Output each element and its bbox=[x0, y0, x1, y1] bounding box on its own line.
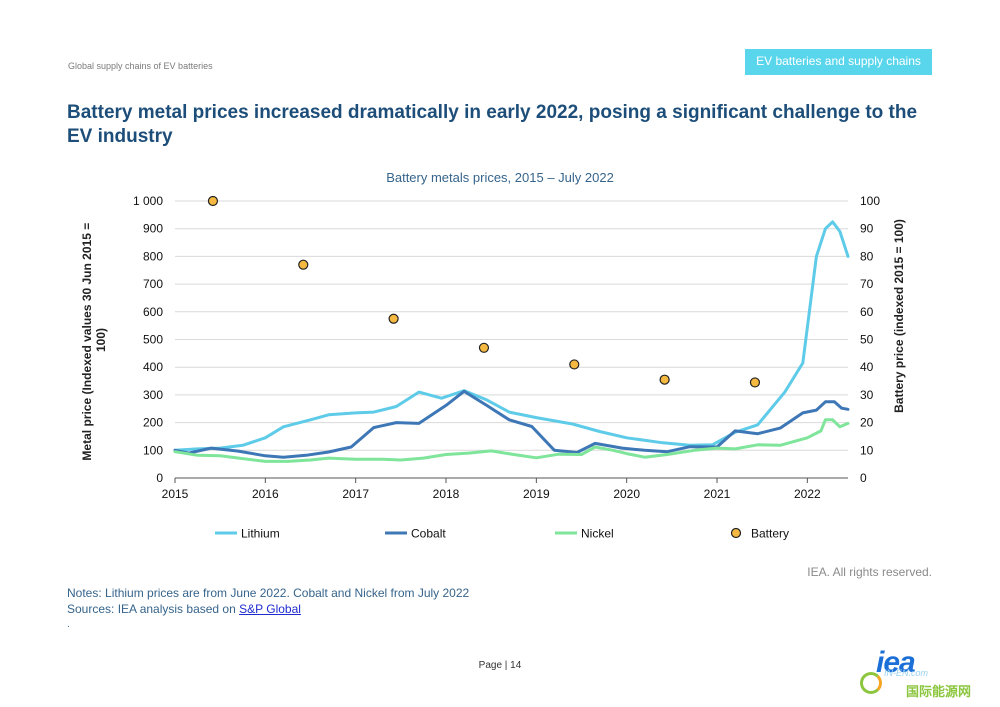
series-line-nickel bbox=[173, 418, 850, 463]
chart-title: Battery metals prices, 2015 – July 2022 bbox=[386, 170, 614, 185]
legend-label: Nickel bbox=[581, 527, 614, 541]
y-tick-label-left: 100 bbox=[143, 443, 163, 457]
battery-point bbox=[749, 377, 761, 388]
notes-block: Notes: Lithium prices are from June 2022… bbox=[67, 585, 469, 617]
legend-label: Battery bbox=[751, 527, 789, 541]
watermark-leaf-icon bbox=[860, 672, 882, 694]
y-tick-label-left: 800 bbox=[143, 249, 163, 263]
y-tick-label-right: 70 bbox=[860, 277, 874, 291]
y-axis-left-label-line1: Metal price (Indexed values 30 Jun 2015 … bbox=[80, 223, 94, 461]
y-axis-left-label: Metal price (Indexed values 30 Jun 2015 … bbox=[80, 219, 108, 460]
y-tick-label-left: 500 bbox=[143, 333, 163, 347]
x-tick-label: 2021 bbox=[704, 487, 731, 501]
notes-line: Notes: Lithium prices are from June 2022… bbox=[67, 586, 470, 600]
battery-point bbox=[659, 374, 670, 385]
x-tick-label: 2022 bbox=[794, 487, 821, 501]
legend-swatch-battery bbox=[730, 527, 742, 539]
legend-label: Lithium bbox=[241, 527, 280, 541]
sources-line: Sources: IEA analysis based on S&P Globa… bbox=[67, 601, 469, 617]
sources-prefix: Sources: IEA analysis based on bbox=[67, 602, 240, 616]
y-axis-right-label: Battery price (indexed 2015 = 100) bbox=[892, 219, 906, 413]
y-tick-label-right: 50 bbox=[860, 333, 874, 347]
y-tick-label-left: 700 bbox=[143, 277, 163, 291]
chart-legend: Lithium Cobalt Nickel Battery bbox=[215, 527, 789, 541]
legend-label: Cobalt bbox=[411, 527, 446, 541]
y-tick-label-left: 900 bbox=[143, 222, 163, 236]
battery-point bbox=[298, 259, 309, 270]
series-line-lithium bbox=[173, 220, 850, 452]
y-tick-label-right: 80 bbox=[860, 249, 874, 263]
y-tick-label-right: 100 bbox=[860, 194, 880, 208]
y-tick-label-right: 0 bbox=[860, 471, 867, 485]
chart-ticks: 0 100 200 300 400 500 600 700 800 900 1 000 0 10 20 30… bbox=[133, 194, 880, 501]
x-tick-label: 2016 bbox=[252, 487, 279, 501]
y-tick-label-right: 10 bbox=[860, 443, 874, 457]
y-tick-label-left: 1 000 bbox=[133, 194, 163, 208]
y-tick-label-right: 30 bbox=[860, 388, 874, 402]
watermark-text: 国际能源网 bbox=[906, 684, 972, 699]
y-tick-label-left: 200 bbox=[143, 416, 163, 430]
y-tick-label-left: 600 bbox=[143, 305, 163, 319]
battery-point bbox=[478, 342, 490, 353]
series-line-cobalt bbox=[173, 389, 850, 459]
y-tick-label-left: 400 bbox=[143, 360, 163, 374]
sp-global-link[interactable]: S&P Global bbox=[239, 602, 301, 616]
battery-point bbox=[388, 313, 399, 324]
y-tick-label-left: 300 bbox=[143, 388, 163, 402]
battery-point bbox=[569, 359, 580, 370]
x-tick-label: 2017 bbox=[342, 487, 369, 501]
page-number: Page | 14 bbox=[478, 660, 522, 671]
y-tick-label-right: 90 bbox=[860, 222, 874, 236]
x-tick-label: 2019 bbox=[523, 487, 550, 501]
report-title: Global supply chains of EV batteries bbox=[68, 61, 213, 71]
section-badge[interactable]: EV batteries and supply chains bbox=[745, 49, 932, 75]
chart: Battery metals prices, 2015 – July 2022 … bbox=[80, 170, 906, 541]
x-tick-label: 2018 bbox=[433, 487, 460, 501]
trailing-dot: . bbox=[67, 619, 70, 630]
y-tick-label-right: 40 bbox=[860, 360, 874, 374]
watermark-url: IN-EN.com bbox=[884, 668, 929, 678]
rights-notice: IEA. All rights reserved. bbox=[807, 565, 932, 579]
y-tick-label-right: 20 bbox=[860, 416, 874, 430]
iea-logo: iea bbox=[876, 646, 916, 679]
chart-grid bbox=[175, 200, 848, 479]
y-tick-label-left: 0 bbox=[156, 471, 163, 485]
chart-points bbox=[207, 195, 761, 388]
y-tick-label-right: 60 bbox=[860, 305, 874, 319]
y-axis-left-label-line2: 100) bbox=[94, 328, 108, 352]
page-headline: Battery metal prices increased dramatica… bbox=[67, 102, 918, 147]
chart-lines bbox=[173, 220, 850, 463]
x-tick-label: 2020 bbox=[613, 487, 640, 501]
battery-point bbox=[207, 195, 219, 207]
x-tick-label: 2015 bbox=[162, 487, 189, 501]
